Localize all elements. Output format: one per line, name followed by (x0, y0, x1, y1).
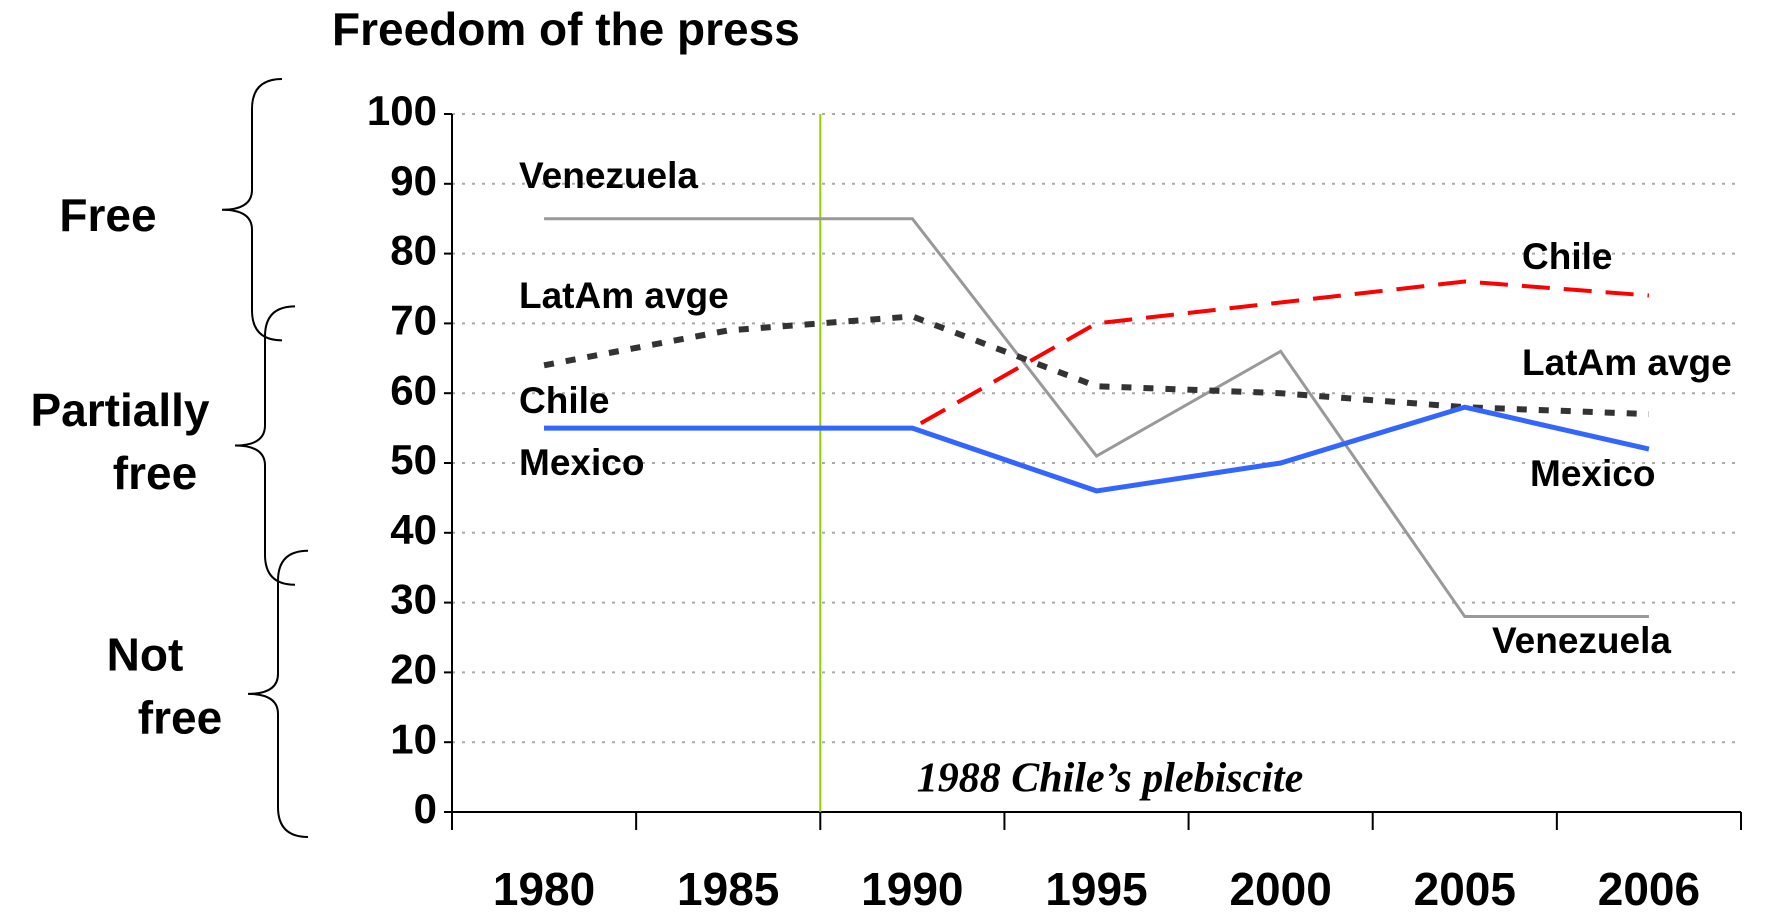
series-line (543, 313, 1650, 418)
x-tick-label: 1995 (1045, 863, 1147, 915)
series-label: Mexico (1530, 453, 1655, 494)
band-brace (247, 549, 309, 838)
band-brace (234, 305, 296, 586)
y-tick-label: 90 (390, 157, 437, 204)
band-brace (221, 78, 283, 342)
band-label: Partially (31, 384, 210, 436)
x-tick-label: 2000 (1229, 863, 1331, 915)
x-tick-label: 2005 (1414, 863, 1516, 915)
x-tick-label: 2006 (1598, 863, 1700, 915)
y-tick-label: 70 (390, 296, 437, 343)
series-label: Venezuela (1492, 620, 1671, 661)
y-tick-label: 10 (390, 715, 437, 762)
annotation: 1988 Chile’s plebiscite (917, 756, 1304, 802)
x-tick-label: 1980 (493, 863, 595, 915)
series-label: Mexico (519, 442, 644, 483)
series-line (544, 404, 1650, 494)
band-label: Free (59, 189, 156, 241)
band-label: free (113, 447, 197, 499)
y-tick-label: 20 (390, 645, 437, 692)
series-label: Chile (1522, 236, 1612, 277)
y-tick-label: 100 (367, 87, 437, 134)
series-label: Venezuela (519, 155, 698, 196)
series-label: LatAm avge (519, 275, 729, 316)
series-label: LatAm avge (1522, 342, 1732, 383)
band-label: Not (107, 629, 184, 681)
y-tick-label: 0 (414, 785, 437, 832)
y-tick-label: 40 (390, 506, 437, 553)
series-line (544, 217, 1649, 619)
y-tick-label: 30 (390, 576, 437, 623)
x-tick-label: 1985 (677, 863, 779, 915)
band-label: free (138, 692, 222, 744)
y-tick-label: 60 (390, 366, 437, 413)
chart-title: Freedom of the press (332, 3, 800, 55)
y-tick-label: 50 (390, 436, 437, 483)
x-tick-label: 1990 (861, 863, 963, 915)
y-tick-label: 80 (390, 227, 437, 274)
series-label: Chile (519, 380, 609, 421)
